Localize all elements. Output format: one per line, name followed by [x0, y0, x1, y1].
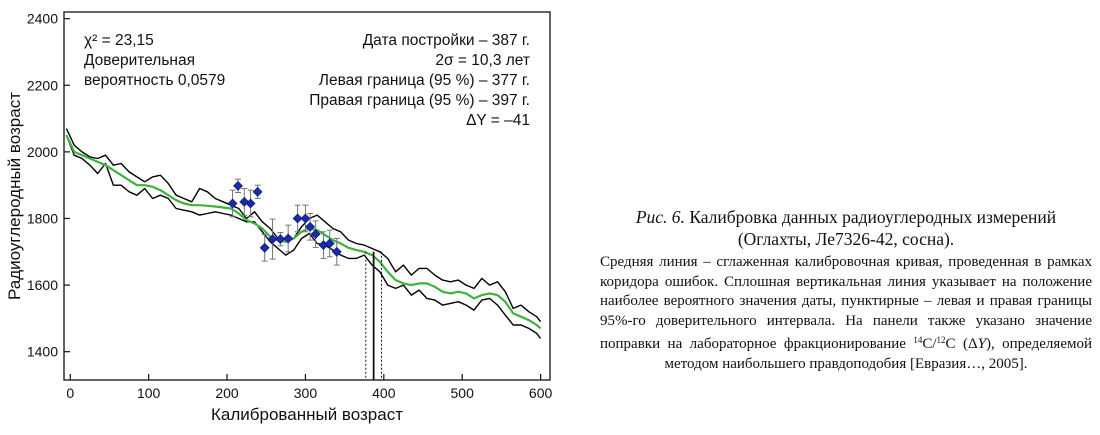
- right-bound-label: Правая граница (95 %) – 397 г.: [309, 92, 530, 109]
- x-tick-label: 400: [372, 385, 396, 401]
- measurement-point: [275, 234, 286, 245]
- caption-body: Средняя линия – сглаженная калибровочная…: [600, 253, 1092, 375]
- measurement-point: [245, 198, 256, 209]
- x-tick-label: 500: [451, 385, 475, 401]
- measurement-point: [292, 213, 303, 224]
- y-tick-label: 2400: [27, 11, 58, 27]
- caption-title-text: Калибровка данных радиоуглеродных измере…: [684, 207, 1057, 249]
- upper-bound-line: [65, 128, 542, 323]
- x-tick-label: 200: [215, 385, 239, 401]
- probability-label: вероятность 0,0579: [84, 72, 225, 89]
- figure-number: Рис. 6.: [635, 207, 685, 227]
- x-tick-label: 0: [66, 385, 74, 401]
- plot-frame: [63, 11, 551, 381]
- y-tick-label: 1400: [27, 344, 58, 360]
- measurement-point: [267, 234, 278, 245]
- confidence-label: Доверительная: [84, 52, 195, 69]
- measurement-point: [252, 186, 263, 197]
- x-axis-title: Калиброванный возраст: [211, 405, 403, 424]
- measurement-point: [300, 213, 311, 224]
- y-tick-label: 1800: [27, 210, 58, 226]
- x-tick-label: 300: [294, 385, 318, 401]
- measurement-point: [283, 233, 294, 244]
- y-tick-label: 2200: [27, 77, 58, 93]
- date-results-annotation: Дата постройки – 387 г. 2σ = 10,3 лет Ле…: [309, 32, 530, 129]
- measurement-point: [324, 238, 335, 249]
- y-axis-title: Радиоуглеродный возраст: [5, 92, 24, 300]
- measurement-point: [227, 198, 238, 209]
- caption-body-end: ), определяемой методом наибольшего прав…: [664, 336, 1092, 372]
- lower-bound-line: [65, 134, 542, 339]
- figure-caption: Рис. 6. Калибровка данных радиоуглеродны…: [600, 206, 1092, 375]
- caption-title: Рис. 6. Калибровка данных радиоуглеродны…: [600, 206, 1092, 250]
- caption-c12: C (Δ: [945, 336, 978, 353]
- caption-sup-14: 14: [913, 335, 923, 346]
- caption-body-text: Средняя линия – сглаженная калибровочная…: [600, 254, 1092, 353]
- chi-square-label: χ² = 23,15: [84, 32, 154, 49]
- measurement-point: [259, 242, 270, 253]
- delta-y-label: ΔY = –41: [466, 112, 530, 129]
- measurement-point: [305, 221, 316, 232]
- caption-sup-12: 12: [936, 335, 946, 346]
- construction-date-label: Дата постройки – 387 г.: [363, 32, 530, 49]
- measurement-point: [310, 229, 321, 240]
- measurement-point: [331, 246, 342, 257]
- calibration-chart-svg: 0 100 200 300 400 500 600 1400 1600 1800 2000 2200 2…: [5, 11, 553, 424]
- y-tick-label: 1600: [27, 277, 58, 293]
- caption-c14: C/: [922, 336, 937, 353]
- fit-statistics-annotation: χ² = 23,15 Доверительная вероятность 0,0…: [84, 32, 225, 89]
- measurement-point: [233, 180, 243, 191]
- x-tick-label: 600: [529, 385, 553, 401]
- x-tick-label: 100: [137, 385, 161, 401]
- y-tick-label: 2000: [27, 144, 58, 160]
- left-bound-label: Левая граница (95 %) – 377 г.: [319, 72, 530, 89]
- calibration-chart: 0 100 200 300 400 500 600 1400 1600 1800 2000 2200 2…: [5, 11, 553, 424]
- caption-delta-y: Y: [977, 336, 986, 353]
- two-sigma-label: 2σ = 10,3 лет: [435, 52, 530, 69]
